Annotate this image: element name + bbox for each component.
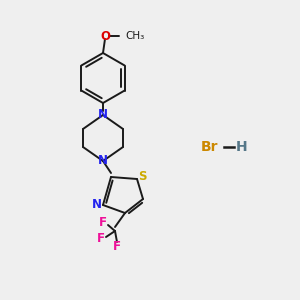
Text: F: F bbox=[113, 241, 121, 254]
Text: N: N bbox=[98, 154, 108, 167]
Text: N: N bbox=[92, 199, 102, 212]
Text: F: F bbox=[99, 217, 107, 230]
Text: O: O bbox=[100, 29, 110, 43]
Text: H: H bbox=[236, 140, 248, 154]
Text: Br: Br bbox=[201, 140, 219, 154]
Text: N: N bbox=[98, 109, 108, 122]
Text: CH₃: CH₃ bbox=[125, 31, 144, 41]
Text: F: F bbox=[97, 232, 105, 245]
Text: S: S bbox=[138, 170, 146, 184]
